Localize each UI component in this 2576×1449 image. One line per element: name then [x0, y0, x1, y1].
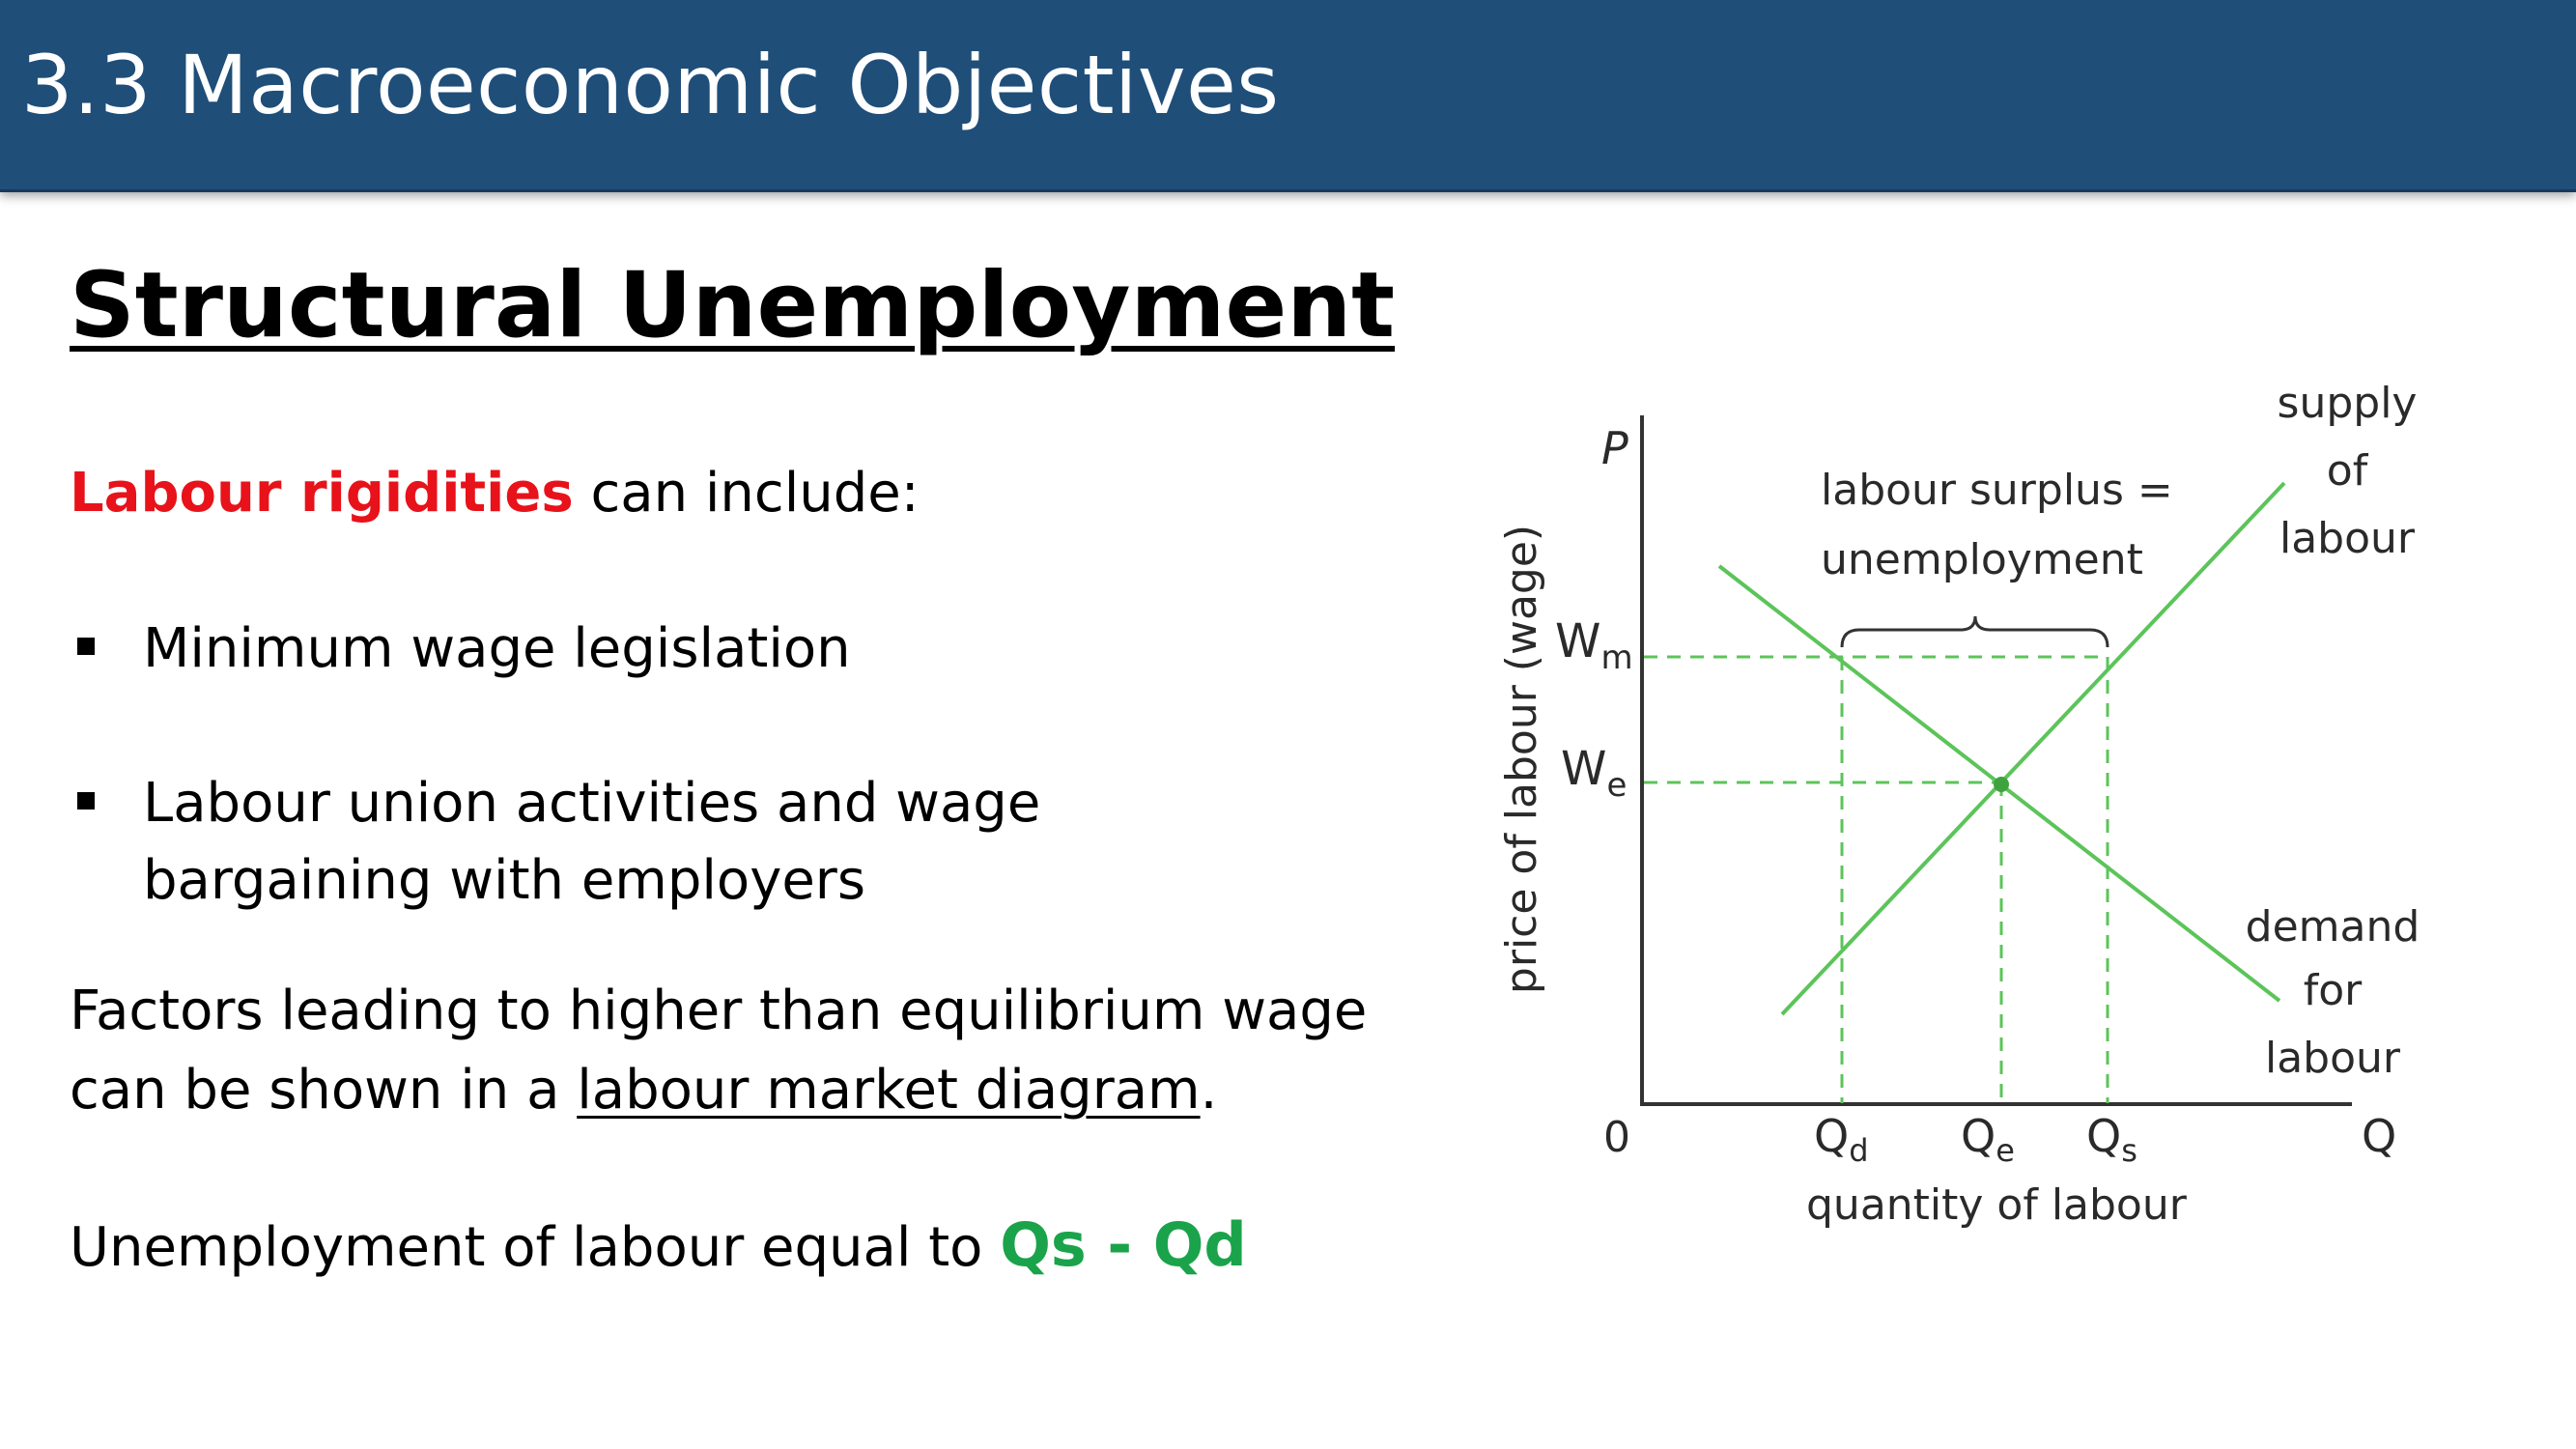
factors-prefix: can be shown in a [70, 1059, 578, 1122]
we-label: We [1561, 742, 1627, 805]
supply-curve [1780, 481, 2286, 1016]
bullet-text: Labour union activities and wage bargain… [143, 765, 1040, 920]
bullet-text-line: bargaining with employers [143, 849, 865, 912]
factors-suffix: . [1200, 1059, 1218, 1122]
supply-label-line: supply [2278, 379, 2418, 428]
slide-title: Structural Unemployment [70, 253, 1396, 358]
factors-line-2: can be shown in a labour market diagram. [70, 1051, 1367, 1130]
x-axis-letter: Q [2362, 1110, 2396, 1162]
equilibrium-point [1994, 777, 2009, 792]
origin-label: 0 [1603, 1113, 1630, 1162]
factors-paragraph: Factors leading to higher than equilibri… [70, 972, 1367, 1130]
qs-label: Qs [2086, 1110, 2137, 1169]
unemployment-prefix: Unemployment of labour equal to [70, 1216, 1001, 1279]
demand-label-line: demand [2246, 902, 2420, 952]
demand-label-line: labour [2265, 1034, 2401, 1083]
y-axis-title: price of labour (wage) [1497, 525, 1546, 994]
unemployment-formula: Qs - Qd [1000, 1209, 1247, 1280]
qd-label: Qd [1814, 1110, 1869, 1169]
bullet-text-line: Labour union activities and wage [143, 772, 1041, 835]
intro-rest: can include: [573, 462, 920, 525]
supply-label-line: labour [2279, 514, 2416, 563]
y-axis-letter: P [1601, 422, 1628, 474]
bullet-text: Minimum wage legislation [143, 617, 851, 680]
intro-line: Labour rigidities can include: [70, 462, 920, 525]
header-bar: 3.3 Macroeconomic Objectives [0, 0, 2576, 192]
x-axis-title: quantity of labour [1806, 1180, 2188, 1230]
header-title: 3.3 Macroeconomic Objectives [21, 38, 1280, 132]
surplus-brace [1840, 615, 2109, 648]
surplus-label-line-2: unemployment [1821, 535, 2143, 584]
qe-label: Qe [1961, 1110, 2015, 1169]
supply-label-line: of [2327, 446, 2369, 496]
demand-label-line: for [2304, 966, 2363, 1015]
bullet-square-icon [77, 792, 95, 810]
unemployment-line: Unemployment of labour equal to Qs - Qd [70, 1206, 1247, 1288]
labour-market-diagram: P Q 0 Wm We Qd Qe Qs quantity of labour … [1497, 379, 2420, 1230]
intro-highlight: Labour rigidities [70, 462, 574, 525]
factors-line-1: Factors leading to higher than equilibri… [70, 980, 1368, 1042]
labour-market-diagram-link: labour market diagram [577, 1059, 1201, 1122]
surplus-label-line-1: labour surplus = [1821, 466, 2173, 515]
wm-label: Wm [1555, 614, 1633, 677]
bullet-square-icon [77, 638, 95, 655]
